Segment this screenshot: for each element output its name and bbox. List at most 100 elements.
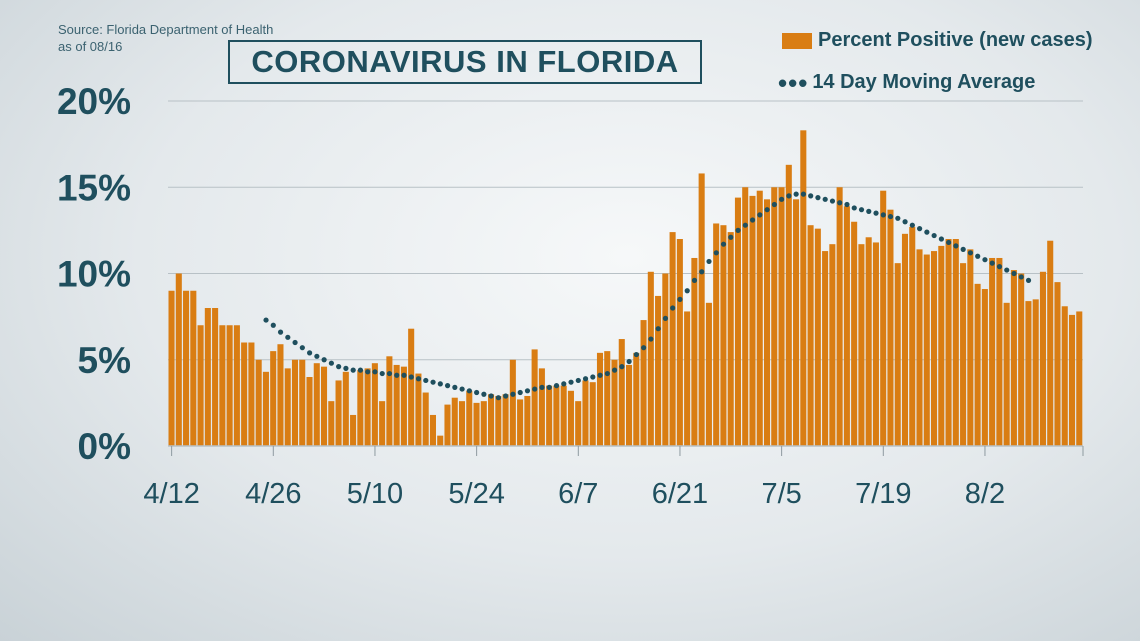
moving-average-point <box>517 389 523 396</box>
bar <box>872 242 879 446</box>
moving-average-point <box>887 213 894 220</box>
bar <box>698 173 705 446</box>
bar <box>894 263 901 446</box>
moving-average-point <box>764 207 770 213</box>
moving-average-point <box>648 336 654 342</box>
moving-average-point <box>967 250 974 256</box>
moving-average-point <box>728 234 734 240</box>
moving-average-point <box>495 395 502 401</box>
bar <box>785 164 792 446</box>
chart-title-text: CORONAVIRUS IN FLORIDA <box>251 44 679 79</box>
x-tick-label: 6/21 <box>652 478 708 510</box>
bar <box>880 190 887 446</box>
bar <box>553 385 560 446</box>
as-of-date: as of 08/16 <box>58 39 123 54</box>
moving-average-point <box>503 393 509 399</box>
moving-average-point <box>590 374 596 380</box>
moving-average-point <box>307 350 313 356</box>
moving-average-point <box>379 370 385 377</box>
bar <box>822 251 829 446</box>
bar <box>313 363 320 446</box>
bar <box>589 382 596 446</box>
moving-average-point <box>437 381 443 387</box>
bar <box>611 359 618 446</box>
bar <box>284 368 291 446</box>
bar <box>720 225 727 446</box>
bar <box>480 401 487 446</box>
moving-average-point <box>902 219 908 225</box>
moving-average-point <box>415 376 422 382</box>
moving-average-point <box>938 236 944 242</box>
moving-average-point <box>321 357 327 363</box>
bar <box>226 325 233 446</box>
bar <box>495 395 502 446</box>
moving-average-point <box>292 339 298 346</box>
bar <box>1047 240 1054 446</box>
legend-item-moving-average: ••• 14 Day Moving Average <box>778 70 1035 96</box>
moving-average-point <box>713 250 719 256</box>
moving-average-point <box>430 379 436 385</box>
bar <box>517 399 524 446</box>
bar <box>626 364 633 446</box>
bar <box>705 302 712 446</box>
bar <box>509 359 516 446</box>
source-note: Source: Florida Department of Health <box>58 22 274 37</box>
moving-average-point <box>851 205 857 211</box>
moving-average-point <box>670 305 676 311</box>
bar <box>778 187 785 446</box>
bar <box>836 187 843 446</box>
bar <box>960 263 967 446</box>
bar <box>684 311 691 446</box>
moving-average-point <box>546 384 552 390</box>
moving-average-point <box>953 243 959 249</box>
moving-average-point <box>386 370 393 377</box>
bar <box>1054 282 1061 446</box>
bar <box>676 239 683 446</box>
bar <box>604 351 611 446</box>
y-tick-label: 10% <box>57 254 131 295</box>
moving-average-point <box>757 212 763 218</box>
bar <box>458 401 466 446</box>
bar <box>379 401 386 446</box>
bar <box>342 371 349 446</box>
moving-average-point <box>444 383 451 389</box>
bar <box>938 245 945 446</box>
moving-average-point <box>960 246 966 252</box>
bar <box>1003 302 1010 446</box>
bar <box>633 352 640 446</box>
bar <box>248 342 255 446</box>
moving-average-point <box>299 345 305 351</box>
moving-average-point <box>582 376 589 382</box>
bar <box>974 283 981 446</box>
bar <box>364 368 371 446</box>
bar <box>800 130 807 446</box>
bar <box>618 339 625 446</box>
moving-average-point <box>612 367 618 373</box>
bar <box>241 342 248 446</box>
moving-average-point <box>481 391 487 397</box>
moving-average-point <box>706 258 712 265</box>
bar <box>829 244 836 446</box>
y-tick-label: 0% <box>78 426 131 467</box>
moving-average-point <box>771 201 777 208</box>
moving-average-point <box>677 296 683 302</box>
moving-average-point <box>829 198 836 204</box>
moving-average-point <box>524 388 531 394</box>
moving-average-point <box>844 201 850 208</box>
moving-average-point <box>982 257 988 263</box>
bar <box>400 366 407 446</box>
bar <box>306 377 313 446</box>
bar <box>546 385 553 446</box>
bar <box>945 239 952 446</box>
bar <box>233 325 240 446</box>
bar <box>655 295 662 446</box>
bar <box>952 239 959 446</box>
bar <box>444 404 451 446</box>
bar <box>865 237 872 446</box>
bar <box>408 328 415 446</box>
y-tick-label: 15% <box>57 167 131 208</box>
legend-item-percent-positive: Percent Positive (new cases) <box>782 29 1093 52</box>
bar <box>350 414 357 446</box>
bar <box>814 228 821 446</box>
